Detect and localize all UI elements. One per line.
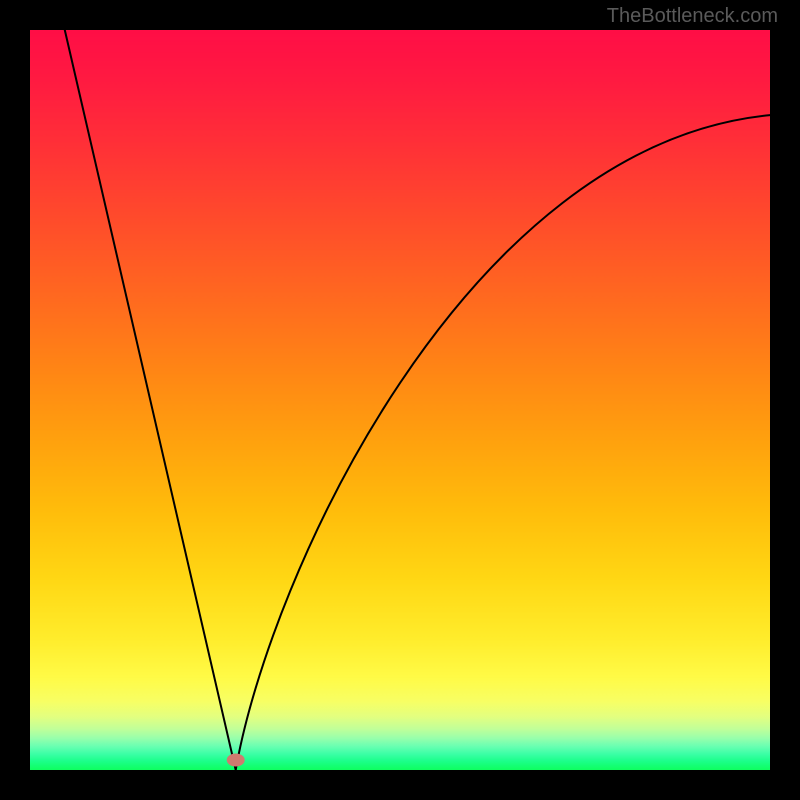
watermark-text: TheBottleneck.com bbox=[607, 5, 778, 28]
bottleneck-curve bbox=[65, 30, 770, 770]
curve-overlay bbox=[0, 0, 800, 800]
chart-stage: TheBottleneck.com bbox=[0, 0, 800, 800]
apex-marker bbox=[227, 754, 245, 767]
